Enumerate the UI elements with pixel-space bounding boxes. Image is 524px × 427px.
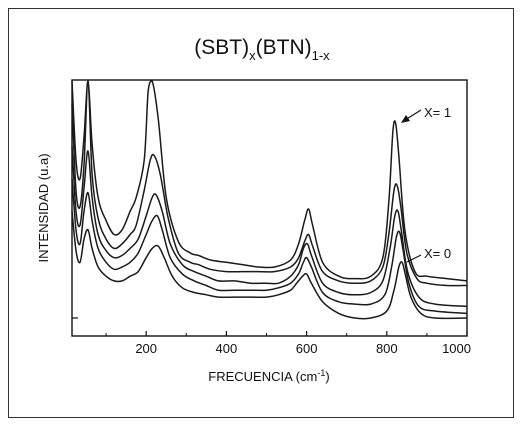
x-tick-label: 200 xyxy=(135,341,157,356)
title-sub-a: x xyxy=(249,48,256,63)
series-group xyxy=(71,80,468,320)
annotation-x0-arrow xyxy=(406,254,422,263)
series-line-5 xyxy=(71,211,468,320)
x-tick-label: 1000 xyxy=(442,341,471,356)
x-axis-label: FRECUENCIA (cm-1) xyxy=(208,368,329,384)
annotation-x1: X= 1 xyxy=(424,105,451,120)
annotation-x1-arrowhead xyxy=(401,115,410,123)
y-axis-label: INTENSIDAD (u.a) xyxy=(36,153,51,262)
x-tick-label: 400 xyxy=(216,341,238,356)
x-axis-label-sup: -1 xyxy=(317,368,325,378)
title-part-b: (BTN) xyxy=(256,36,312,59)
plot-area xyxy=(71,79,468,337)
x-tick-label: 800 xyxy=(376,341,398,356)
title-part-a: (SBT) xyxy=(194,36,249,59)
series-line-1 xyxy=(71,80,468,282)
series-line-3 xyxy=(71,146,468,308)
annotation-x0: X= 0 xyxy=(424,246,451,261)
x-ticks: 200 400 600 800 1000 xyxy=(72,317,471,356)
chart-title: (SBT)x(BTN)1-x xyxy=(194,36,330,63)
figure-frame xyxy=(8,8,514,418)
x-axis-label-text: FRECUENCIA (cm xyxy=(208,369,317,384)
x-axis-label-close: ) xyxy=(325,369,329,384)
title-sub-b: 1-x xyxy=(312,48,331,63)
series-line-2 xyxy=(71,80,468,287)
series-line-4 xyxy=(71,178,468,315)
x-tick-label: 600 xyxy=(296,341,318,356)
